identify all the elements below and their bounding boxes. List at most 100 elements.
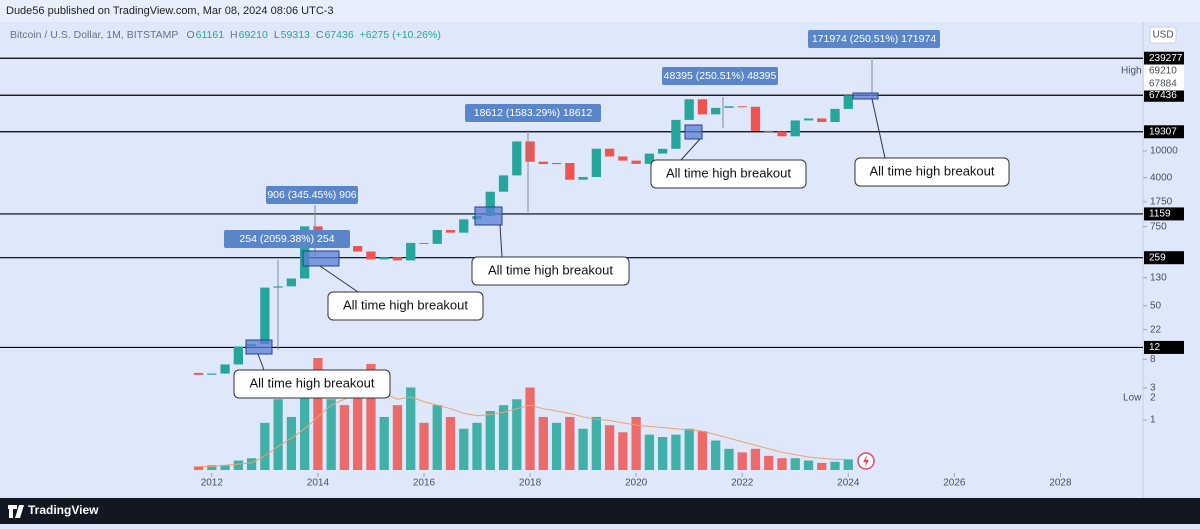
legend-value: 59313 bbox=[281, 29, 310, 41]
legend-change: +6275 (+10.26%) bbox=[360, 29, 441, 41]
level-tag bbox=[1144, 88, 1184, 102]
candle-body bbox=[392, 257, 403, 261]
volume-bar bbox=[658, 436, 668, 470]
candle-body bbox=[724, 106, 734, 108]
breakout-zone bbox=[474, 206, 503, 226]
volume-bar bbox=[750, 448, 761, 470]
level-tag bbox=[1144, 207, 1184, 221]
volume-bar bbox=[512, 399, 522, 470]
x-tick-label: 2024 bbox=[837, 478, 860, 489]
level-label: 259 bbox=[1149, 252, 1166, 263]
volume-bar bbox=[326, 399, 336, 470]
volume-bar bbox=[790, 458, 800, 470]
breakout-zone bbox=[245, 339, 273, 355]
candle-body bbox=[406, 242, 416, 261]
candle-body bbox=[803, 118, 814, 121]
measure-box bbox=[662, 67, 778, 85]
volume-bar bbox=[777, 458, 787, 470]
legend-value: 69210 bbox=[239, 29, 268, 41]
candle-body bbox=[353, 246, 363, 252]
volume-bar bbox=[366, 363, 376, 470]
callout-box bbox=[854, 157, 1010, 187]
candle-body bbox=[193, 372, 204, 375]
measure-label: 48395 (250.51%) 48395 bbox=[664, 70, 777, 82]
volume-bar bbox=[843, 459, 853, 470]
volume-bar bbox=[220, 465, 230, 470]
candle-body bbox=[233, 346, 243, 365]
y-tick-label: 3 bbox=[1150, 383, 1156, 394]
volume-bar bbox=[817, 462, 827, 470]
callout-pointer bbox=[499, 224, 503, 258]
candle-body bbox=[631, 160, 641, 164]
candle-body bbox=[525, 141, 535, 162]
symbol-title: Bitcoin / U.S. Dollar, 1M, BITSTAMP bbox=[10, 29, 178, 41]
x-tick-label: 2022 bbox=[731, 478, 754, 489]
price-tag-label: 67884 bbox=[1149, 79, 1177, 90]
level-tag bbox=[1144, 51, 1184, 65]
legend-label: H bbox=[230, 29, 238, 41]
x-tick-label: 2020 bbox=[625, 478, 648, 489]
level-label: 19307 bbox=[1149, 126, 1177, 137]
volume-bar bbox=[525, 387, 535, 470]
candle-body bbox=[671, 119, 681, 149]
y-tick-label: 22 bbox=[1150, 324, 1162, 335]
alert-icon bbox=[857, 452, 875, 470]
callout-pointer bbox=[680, 138, 701, 161]
candle-body bbox=[498, 175, 509, 192]
volume-bar bbox=[246, 458, 257, 470]
candle-body bbox=[512, 141, 522, 176]
level-tag bbox=[1144, 340, 1184, 354]
y-tick-label: 4000 bbox=[1150, 172, 1173, 183]
volume-bar bbox=[193, 466, 204, 470]
low-label: Low bbox=[1123, 393, 1142, 404]
y-tick-label: 50 bbox=[1150, 300, 1162, 311]
candle-body bbox=[432, 229, 442, 244]
currency: USD bbox=[1152, 30, 1173, 41]
footer bbox=[0, 498, 1200, 524]
level-tag bbox=[1144, 125, 1184, 139]
publish-line: Dude56 published on TradingView.com, Mar… bbox=[6, 5, 334, 17]
x-tick-label: 2028 bbox=[1049, 478, 1072, 489]
y-tick-label: 10000 bbox=[1150, 146, 1178, 157]
candle-body bbox=[538, 161, 548, 165]
candle-body bbox=[366, 251, 376, 260]
measure-label: 254 (2059.38%) 254 bbox=[239, 233, 334, 245]
volume-bar bbox=[207, 465, 217, 470]
volume-bar bbox=[498, 405, 509, 470]
volume-ma bbox=[198, 389, 849, 467]
legend-value: 67436 bbox=[324, 29, 353, 41]
candle-body bbox=[684, 99, 694, 120]
candle-body bbox=[379, 257, 389, 260]
level-label: 1159 bbox=[1149, 209, 1171, 220]
y-tick-label: 1 bbox=[1150, 415, 1156, 426]
callout-label: All time high breakout bbox=[869, 163, 994, 178]
candle-body bbox=[750, 106, 761, 131]
candle-body bbox=[419, 242, 429, 244]
volume-bar bbox=[618, 432, 628, 470]
measure-box bbox=[224, 230, 350, 248]
callout-box bbox=[650, 159, 807, 189]
y-tick-label: 750 bbox=[1150, 221, 1167, 232]
volume-bar bbox=[644, 434, 655, 470]
volume-bar bbox=[339, 405, 350, 470]
candle-body bbox=[207, 373, 217, 375]
y-tick-label: 130 bbox=[1150, 272, 1167, 283]
volume-bar bbox=[565, 416, 575, 470]
x-tick-label: 2014 bbox=[307, 478, 330, 489]
volume-bar bbox=[551, 422, 562, 470]
callout-label: All time high breakout bbox=[666, 165, 791, 180]
low-value: 2 bbox=[1150, 393, 1156, 404]
volume-bar bbox=[432, 405, 442, 470]
volume-bar bbox=[419, 422, 429, 470]
x-tick-label: 2018 bbox=[519, 478, 542, 489]
volume-bar bbox=[737, 452, 747, 470]
measure-label: 18612 (1583.29%) 18612 bbox=[474, 107, 593, 119]
candle-body bbox=[459, 219, 469, 233]
callout-pointer bbox=[257, 353, 265, 371]
candle-body bbox=[737, 106, 747, 108]
measure-box bbox=[808, 30, 940, 48]
measure-box bbox=[465, 104, 601, 122]
candle-body bbox=[697, 99, 708, 115]
candle-body bbox=[830, 108, 840, 123]
